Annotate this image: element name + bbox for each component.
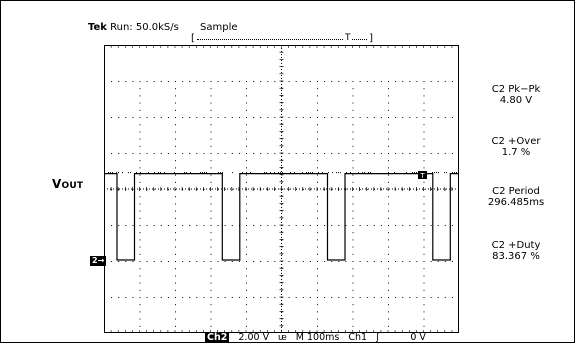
channel-label: Ch2 xyxy=(205,332,229,343)
measurement-0: C2 Pk−Pk 4.80 V xyxy=(462,84,570,106)
acquisition-rate: Run: 50.0kS/s xyxy=(110,22,179,33)
measurement-value: 4.80 V xyxy=(462,95,570,106)
acquisition-mode: Sample xyxy=(200,22,238,33)
measurement-3: C2 +Duty 83.367 % xyxy=(462,240,570,262)
measurement-name: C2 Period xyxy=(462,186,570,197)
bandwidth-limit-icon: ᵫ xyxy=(278,332,287,343)
vout-label-sub: OUT xyxy=(62,181,84,191)
measurement-value: 83.367 % xyxy=(462,251,570,262)
vout-label-main: V xyxy=(52,177,62,191)
graticule-center-axes xyxy=(104,45,459,333)
ch2-trace-noise xyxy=(108,172,457,173)
measurement-name: C2 +Duty xyxy=(462,240,570,251)
measurement-2: C2 Period 296.485ms xyxy=(462,186,570,208)
measurement-value: 1.7 % xyxy=(462,147,570,158)
vout-label: VOUT xyxy=(52,177,83,191)
trigger-position-marker: T xyxy=(344,33,352,43)
trigger-window: [ T ] xyxy=(194,34,370,44)
trigger-level-marker: T xyxy=(418,171,427,180)
ch2-ground-marker: 2→ xyxy=(90,256,106,266)
measurement-1: C2 +Over 1.7 % xyxy=(462,136,570,158)
measurement-name: C2 +Over xyxy=(462,136,570,147)
bottom-readout: Ch2 2.00 V ᵫ M 100ms Ch1 ʃ 0 V xyxy=(205,332,432,343)
timebase: M 100ms xyxy=(296,332,340,343)
trigger-window-right-bracket: ] xyxy=(369,34,373,44)
measurement-name: C2 Pk−Pk xyxy=(462,84,570,95)
status-bar: Tek Run: 50.0kS/s Sample xyxy=(88,22,238,33)
trigger-level: 0 V xyxy=(410,332,426,343)
trigger-window-record xyxy=(197,39,367,40)
trigger-source: Ch1 xyxy=(348,332,367,343)
trigger-slope-icon: ʃ xyxy=(376,332,379,343)
volts-per-div: 2.00 V xyxy=(238,332,269,343)
measurement-value: 296.485ms xyxy=(462,197,570,208)
svg-text:T: T xyxy=(419,172,425,180)
scope-screen: T xyxy=(104,45,459,333)
brand-label: Tek xyxy=(88,22,107,33)
trigger-window-left-bracket: [ xyxy=(191,34,195,44)
